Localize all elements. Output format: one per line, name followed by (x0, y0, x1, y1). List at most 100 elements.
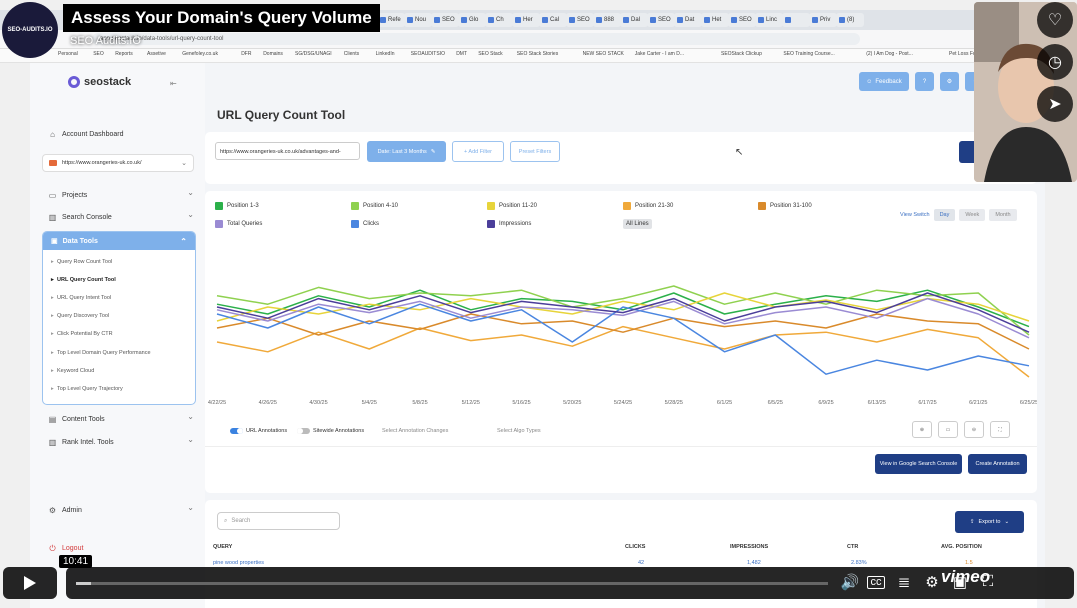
browser-tab[interactable]: SEO (431, 13, 459, 27)
legend-position-4-10[interactable]: Position 4-10 (351, 202, 398, 210)
logout-link[interactable]: ⏻ Logout (48, 541, 194, 555)
sidebar-subitem-query-discovery[interactable]: ▸ Query Discovery Tool (51, 313, 110, 319)
all-lines-toggle[interactable]: All Lines (623, 219, 652, 229)
zoom-in-button[interactable]: ⊕ (912, 421, 932, 438)
sidebar-subitem-url-query-count[interactable]: ▸ URL Query Count Tool (51, 277, 116, 283)
algo-types-select[interactable]: Select Algo Types (497, 428, 541, 434)
bookmark-item[interactable]: SG/DSG/UNAGI (295, 51, 332, 57)
bookmark-item[interactable]: SEOAUDITSIO (410, 51, 445, 57)
zoom-out-button[interactable]: ⊖ (964, 421, 984, 438)
sidebar-item-data-tools[interactable]: ▣ Data Tools ⌃ (43, 232, 195, 250)
series-line-impressions[interactable] (216, 292, 1030, 333)
bookmark-item[interactable]: NEW SEO STACK (582, 51, 624, 57)
progress-bar[interactable] (76, 582, 828, 585)
help-button[interactable]: ? (915, 72, 934, 91)
video-byline[interactable]: SEO Audits.IO (70, 35, 141, 47)
view-week-button[interactable]: Week (959, 209, 986, 221)
browser-tab[interactable]: 888 (593, 13, 621, 27)
browser-tab[interactable]: Dat (674, 13, 702, 27)
browser-tab[interactable]: Her (512, 13, 540, 27)
browser-tab[interactable] (782, 13, 810, 27)
browser-tab[interactable]: Glo (458, 13, 486, 27)
url-annotations-toggle[interactable]: URL Annotations (230, 428, 287, 434)
bookmark-item[interactable]: (2) I Am Dog - Post... (866, 51, 913, 57)
series-line-position-21-30[interactable] (216, 325, 1030, 378)
fullscreen-chart-button[interactable]: ⛶ (990, 421, 1010, 438)
series-line-total-queries[interactable] (216, 297, 1030, 339)
settings-button[interactable]: ⚙ (940, 72, 959, 91)
bookmark-item[interactable]: Reports (115, 51, 133, 57)
column-header-impressions[interactable]: IMPRESSIONS (730, 544, 769, 550)
bookmark-item[interactable]: SEO Stack Stories (516, 51, 559, 57)
sidebar-subitem-click-potential[interactable]: ▸ Click Potential By CTR (51, 331, 113, 337)
url-input[interactable]: https://www.orangeries-uk.co.uk/advantag… (215, 142, 360, 160)
share-button[interactable]: ➤ (1037, 86, 1073, 122)
column-header-query[interactable]: QUERY (213, 544, 233, 550)
bookmark-item[interactable]: Personal (58, 51, 78, 57)
vimeo-logo[interactable]: vimeo (941, 567, 991, 586)
watch-later-button[interactable]: ◷ (1037, 44, 1073, 80)
series-line-position-1-3[interactable] (216, 289, 1030, 328)
browser-tab[interactable]: Refe (377, 13, 405, 27)
sidebar-item-account-dashboard[interactable]: ⌂ Account Dashboard (48, 127, 194, 141)
logo[interactable]: seostack (68, 76, 131, 88)
preset-filters-button[interactable]: Preset Filters (510, 141, 560, 162)
table-cell-query[interactable]: pine wood properties (213, 560, 265, 566)
bookmark-item[interactable]: DFR (241, 51, 252, 57)
view-month-button[interactable]: Month (989, 209, 1017, 221)
series-line-clicks[interactable] (216, 303, 1030, 375)
browser-tab[interactable]: SEO (728, 13, 756, 27)
column-header-avg-position[interactable]: AVG. POSITION (941, 544, 982, 550)
bookmark-item[interactable]: SEO (93, 51, 104, 57)
browser-tab[interactable]: SEO (647, 13, 675, 27)
annotation-changes-select[interactable]: Select Annotation Changes (382, 428, 449, 434)
view-in-gsc-button[interactable]: View in Google Search Console (875, 454, 962, 474)
legend-total-queries[interactable]: Total Queries (215, 220, 262, 228)
column-header-clicks[interactable]: CLICKS (625, 544, 646, 550)
export-button[interactable]: ⇪ Export to ⌄ (955, 511, 1024, 533)
domain-select[interactable]: https://www.orangeries-uk.co.uk/ ⌄ (42, 154, 194, 172)
bookmark-item[interactable]: SEOStack Clickup (721, 51, 762, 57)
bookmark-item[interactable]: Assetive (147, 51, 166, 57)
captions-icon[interactable]: cc (867, 576, 885, 589)
legend-clicks[interactable]: Clicks (351, 220, 379, 228)
legend-position-21-30[interactable]: Position 21-30 (623, 202, 673, 210)
fullscreen-icon[interactable]: ⛶ (982, 573, 994, 590)
collapse-sidebar-icon[interactable]: ⇤ (170, 79, 177, 88)
legend-position-31-100[interactable]: Position 31-100 (758, 202, 812, 210)
sidebar-item-rank-intel-tools[interactable]: ▥ Rank Intel. Tools ⌄ (48, 435, 194, 449)
sidebar-item-search-console[interactable]: ▥ Search Console ⌄ (48, 210, 194, 224)
picture-in-picture-icon[interactable]: ▣ (952, 574, 968, 591)
series-line-position-4-10[interactable] (216, 285, 1030, 336)
sidebar-subitem-url-query-intent[interactable]: ▸ URL Query Intent Tool (51, 295, 112, 301)
legend-impressions[interactable]: Impressions (487, 220, 531, 228)
sidebar-item-admin[interactable]: ⚙ Admin ⌄ (48, 503, 194, 517)
video-title[interactable]: Assess Your Domain's Query Volume (63, 4, 380, 32)
bookmark-item[interactable]: SEO Training Course... (783, 51, 835, 57)
series-line-position-31-100[interactable] (216, 313, 1030, 350)
browser-tab[interactable]: SEO (566, 13, 594, 27)
channel-avatar[interactable]: SEO-AUDITS.IO (2, 2, 58, 58)
view-day-button[interactable]: Day (933, 209, 956, 221)
browser-tab[interactable]: Priv (809, 13, 837, 27)
bookmark-item[interactable]: Genefoley.co.uk (182, 51, 218, 57)
add-filter-button[interactable]: + Add Filter (452, 141, 504, 162)
like-button[interactable]: ♡ (1037, 2, 1073, 38)
legend-position-1-3[interactable]: Position 1-3 (215, 202, 259, 210)
browser-tab[interactable]: (8) (836, 13, 864, 27)
browser-tab[interactable]: Linc (755, 13, 783, 27)
sidebar-subitem-query-trajectory[interactable]: ▸ Top Level Query Trajectory (51, 386, 123, 392)
sitewide-annotations-toggle[interactable]: Sitewide Annotations (297, 428, 364, 434)
date-range-button[interactable]: Date: Last 3 Months ✎ (367, 141, 446, 162)
browser-tab[interactable]: Ch (485, 13, 513, 27)
bookmark-item[interactable]: LinkedIn (375, 51, 395, 57)
sidebar-subitem-keyword-cloud[interactable]: ▸ Keyword Cloud (51, 368, 95, 374)
bookmark-item[interactable]: SEO Stack (478, 51, 503, 57)
play-button[interactable] (3, 567, 57, 599)
sidebar-item-content-tools[interactable]: ▤ Content Tools ⌄ (48, 412, 194, 426)
bookmark-item[interactable]: Jake Carter - I am D... (634, 51, 684, 57)
settings-gear-icon[interactable]: ⚙ (925, 574, 939, 591)
feedback-button[interactable]: ☺ Feedback (859, 72, 909, 91)
bookmark-item[interactable]: Pet Loss Forum (949, 51, 985, 57)
sidebar-subitem-tld-query-performance[interactable]: ▸ Top Level Domain Query Performance (51, 350, 151, 356)
